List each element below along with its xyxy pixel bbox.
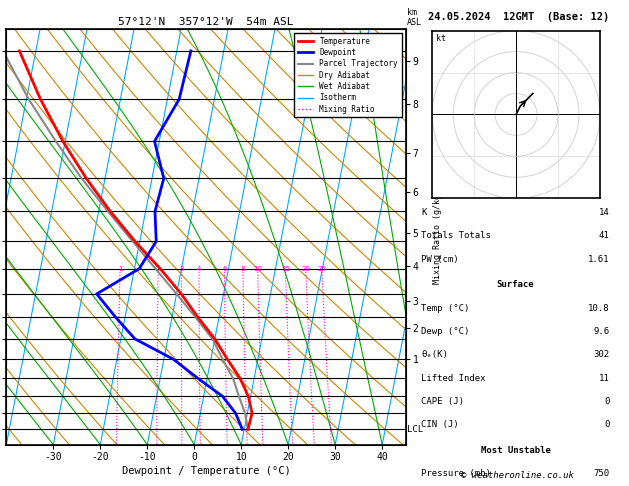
Text: 0: 0 xyxy=(604,397,610,406)
Text: 750: 750 xyxy=(593,469,610,478)
Text: Lifted Index: Lifted Index xyxy=(421,374,486,382)
Text: 1.61: 1.61 xyxy=(588,255,610,263)
Text: 25: 25 xyxy=(318,266,326,272)
Text: 6: 6 xyxy=(222,266,226,272)
Text: 10.8: 10.8 xyxy=(588,304,610,312)
Title: 57°12'N  357°12'W  54m ASL: 57°12'N 357°12'W 54m ASL xyxy=(118,17,294,27)
Text: Totals Totals: Totals Totals xyxy=(421,231,491,240)
Text: 8: 8 xyxy=(241,266,245,272)
Text: θₑ(K): θₑ(K) xyxy=(421,350,448,359)
Text: 20: 20 xyxy=(301,266,310,272)
Text: 4: 4 xyxy=(197,266,201,272)
Text: Dewp (°C): Dewp (°C) xyxy=(421,327,470,336)
Text: 302: 302 xyxy=(593,350,610,359)
X-axis label: Dewpoint / Temperature (°C): Dewpoint / Temperature (°C) xyxy=(121,466,291,476)
Text: 1: 1 xyxy=(118,266,123,272)
Text: Pressure (mb): Pressure (mb) xyxy=(421,469,491,478)
Text: Most Unstable: Most Unstable xyxy=(481,446,550,455)
Text: Temp (°C): Temp (°C) xyxy=(421,304,470,312)
Text: CAPE (J): CAPE (J) xyxy=(421,397,464,406)
Text: Surface: Surface xyxy=(497,280,534,289)
Text: 24.05.2024  12GMT  (Base: 12): 24.05.2024 12GMT (Base: 12) xyxy=(428,12,610,22)
Text: PW (cm): PW (cm) xyxy=(421,255,459,263)
Text: 11: 11 xyxy=(599,374,610,382)
Text: 15: 15 xyxy=(281,266,290,272)
Text: CIN (J): CIN (J) xyxy=(421,420,459,429)
Text: LCL: LCL xyxy=(406,425,423,434)
Text: Mixing Ratio (g/kg): Mixing Ratio (g/kg) xyxy=(433,190,442,284)
Text: 10: 10 xyxy=(253,266,262,272)
Text: 41: 41 xyxy=(599,231,610,240)
Text: K: K xyxy=(421,208,427,217)
Text: kt: kt xyxy=(437,34,447,43)
Text: 14: 14 xyxy=(599,208,610,217)
Text: 0: 0 xyxy=(604,420,610,429)
Text: 2: 2 xyxy=(156,266,160,272)
Text: km
ASL: km ASL xyxy=(406,8,421,27)
Legend: Temperature, Dewpoint, Parcel Trajectory, Dry Adiabat, Wet Adiabat, Isotherm, Mi: Temperature, Dewpoint, Parcel Trajectory… xyxy=(294,33,402,117)
Text: 3: 3 xyxy=(179,266,184,272)
Text: © weatheronline.co.uk: © weatheronline.co.uk xyxy=(460,471,574,480)
Text: 9.6: 9.6 xyxy=(593,327,610,336)
